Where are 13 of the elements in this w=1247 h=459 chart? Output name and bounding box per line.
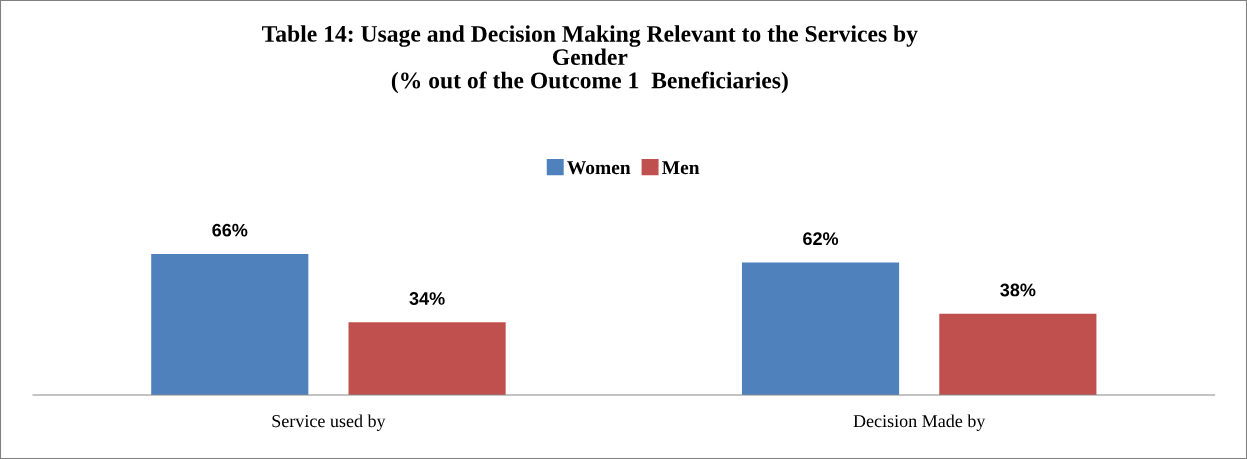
data-label: 66%: [212, 223, 248, 237]
data-label: 38%: [1000, 283, 1036, 297]
bar: [348, 322, 506, 396]
chart-title: Table 14: Usage and Decision Making Relevant to the Services by Gender (% out of the Outcome 1 Beneficiaries): [262, 25, 918, 94]
x-tick-label: Decision Made by: [853, 414, 986, 431]
data-label: 34%: [409, 292, 445, 305]
legend-label: Women: [567, 161, 631, 175]
bar: [741, 262, 900, 396]
legend-label: Men: [662, 161, 700, 175]
bar: [939, 313, 1097, 396]
x-tick-label: Service used by: [272, 414, 386, 431]
bar: [151, 253, 309, 396]
data-label: 62%: [803, 232, 839, 246]
